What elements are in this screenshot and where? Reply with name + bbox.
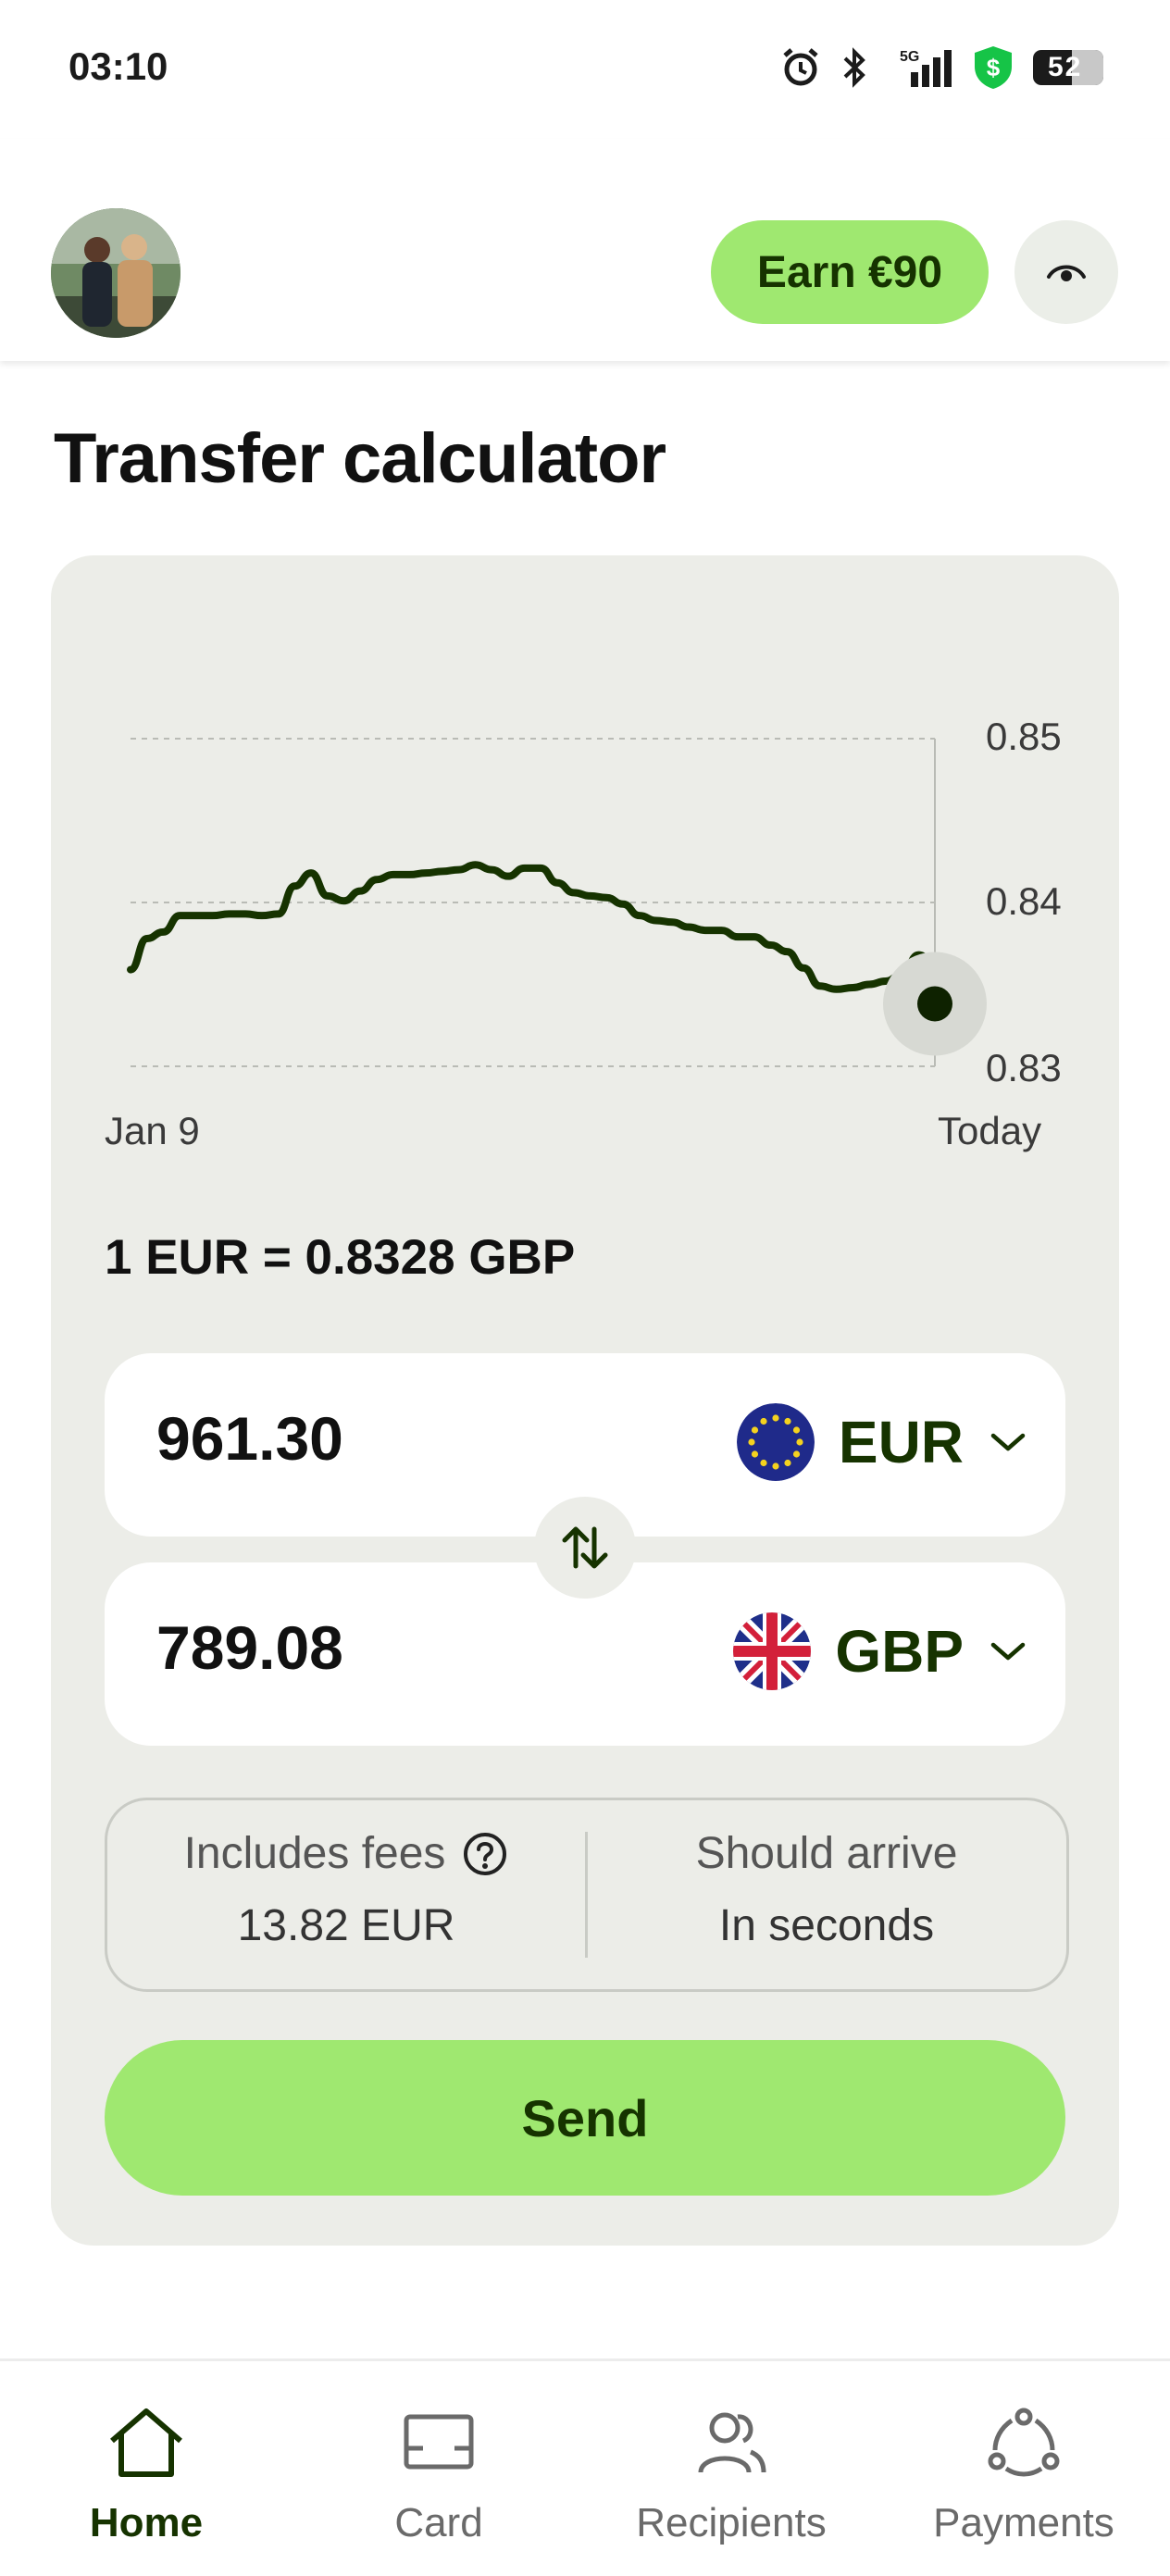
- chevron-down-icon: [990, 1433, 1026, 1451]
- send-currency-selector[interactable]: EUR: [736, 1403, 1028, 1481]
- status-bar: 03:10 5G $ 52: [0, 0, 1170, 139]
- arrival-value: In seconds: [718, 1901, 935, 1950]
- uk-flag-icon: [733, 1612, 812, 1690]
- battery-level: 52: [1048, 52, 1083, 82]
- status-icons: 5G $ 52: [779, 44, 1103, 91]
- y-tick-label: 0.85: [986, 715, 1062, 758]
- arrival-label: Should arrive: [695, 1829, 958, 1878]
- rate-chart-svg: [127, 738, 987, 1067]
- chevron-down-icon: [990, 1642, 1026, 1661]
- receive-amount-input[interactable]: 789.08: [156, 1613, 343, 1682]
- earn-button[interactable]: Earn €90: [711, 220, 989, 324]
- info-divider: [585, 1832, 588, 1958]
- recipients-icon: [698, 2412, 766, 2473]
- x-tick-label-start: Jan 9: [105, 1109, 200, 1152]
- y-tick-label: 0.84: [986, 879, 1062, 923]
- transfer-calculator-card: 0.85 0.84 0.83 Jan 9 Today 1 EUR = 0.832…: [51, 555, 1119, 2246]
- nav-item-payments[interactable]: Payments: [878, 2361, 1170, 2576]
- swap-arrows-icon: [562, 1526, 608, 1569]
- alarm-icon: [779, 46, 822, 89]
- nav-label-home: Home: [89, 2500, 204, 2545]
- signal-5g-icon: 5G: [887, 46, 953, 89]
- nav-item-home[interactable]: Home: [0, 2361, 292, 2576]
- card-icon: [404, 2414, 474, 2470]
- send-button[interactable]: Send: [105, 2040, 1065, 2196]
- profile-photo-icon: [51, 208, 180, 338]
- rate-series-line: [127, 861, 939, 993]
- nav-label-recipients: Recipients: [636, 2500, 827, 2545]
- help-icon[interactable]: [462, 1831, 508, 1877]
- arrival-column: Should arrive In seconds: [588, 1800, 1065, 1989]
- bottom-navigation: Home Card Recipients Payments: [0, 2358, 1170, 2576]
- nav-item-card[interactable]: Card: [292, 2361, 585, 2576]
- app-header: Earn €90: [0, 139, 1170, 361]
- fees-label: Includes fees: [183, 1829, 446, 1878]
- current-point-marker[interactable]: [917, 986, 952, 1022]
- nav-label-payments: Payments: [933, 2500, 1114, 2545]
- nav-item-recipients[interactable]: Recipients: [585, 2361, 878, 2576]
- y-tick-label: 0.83: [986, 1046, 1062, 1089]
- visibility-toggle[interactable]: [1014, 220, 1118, 324]
- transfer-info-box: Includes fees 13.82 EUR Should arrive In…: [105, 1798, 1069, 1992]
- payments-icon: [988, 2408, 1060, 2477]
- rate-chart[interactable]: 0.85 0.84 0.83 Jan 9 Today: [51, 555, 1119, 1185]
- svg-text:5G: 5G: [900, 49, 919, 65]
- eye-icon: [1047, 265, 1086, 281]
- send-amount-input[interactable]: 961.30: [156, 1404, 343, 1473]
- avatar[interactable]: [51, 208, 180, 338]
- receive-currency-selector[interactable]: GBP: [733, 1612, 1028, 1690]
- status-time: 03:10: [68, 44, 168, 88]
- page-title: Transfer calculator: [54, 419, 666, 498]
- eu-flag-icon: [736, 1403, 815, 1481]
- exchange-rate-text: 1 EUR = 0.8328 GBP: [105, 1230, 576, 1285]
- svg-text:$: $: [987, 54, 1001, 81]
- fees-column: Includes fees 13.82 EUR: [107, 1800, 585, 1989]
- bluetooth-icon: [840, 46, 868, 89]
- battery-icon: 52: [1033, 50, 1103, 85]
- shield-dollar-icon: $: [972, 44, 1014, 91]
- swap-currencies-button[interactable]: [534, 1497, 636, 1599]
- home-icon: [110, 2408, 182, 2477]
- nav-label-card: Card: [394, 2500, 483, 2545]
- x-tick-label-end: Today: [938, 1109, 1042, 1152]
- fees-value: 13.82 EUR: [237, 1901, 455, 1950]
- send-currency-code: EUR: [838, 1409, 964, 1475]
- receive-currency-code: GBP: [835, 1618, 964, 1685]
